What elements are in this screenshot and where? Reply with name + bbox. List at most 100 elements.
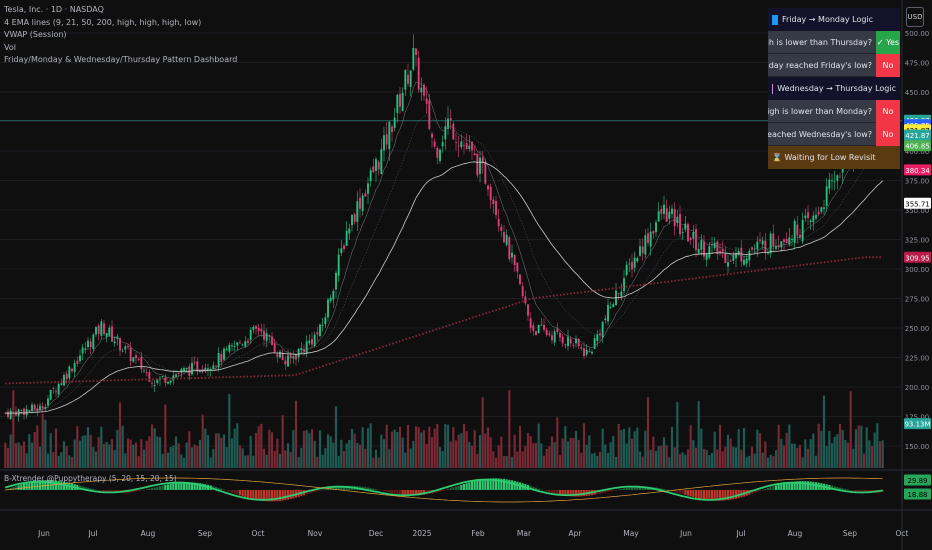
- volume-bar: [6, 448, 10, 468]
- volume-bar: [710, 452, 714, 468]
- oscillator-bar: [460, 484, 463, 490]
- candle-body: [327, 299, 329, 318]
- oscillator-bar: [750, 490, 754, 494]
- oscillator-bar: [556, 490, 559, 495]
- oscillator-bar: [694, 490, 698, 498]
- volume-bar: [289, 452, 292, 468]
- volume-bar: [262, 448, 266, 468]
- volume-bar: [57, 455, 60, 468]
- oscillator-bar: [801, 481, 804, 490]
- oscillator-bar: [598, 490, 602, 494]
- candle-body: [569, 338, 572, 344]
- oscillator-bar: [265, 490, 268, 502]
- oscillator-bar: [782, 483, 786, 490]
- volume-bar: [705, 449, 708, 468]
- candle-body: [161, 376, 164, 378]
- vol-legend[interactable]: Vol: [4, 42, 16, 52]
- volume-bar: [612, 435, 615, 468]
- oscillator-bar: [406, 490, 410, 496]
- oscillator-bar: [726, 490, 730, 501]
- oscillator-bar: [94, 489, 98, 491]
- candle-body: [583, 348, 585, 357]
- candle-body: [225, 348, 228, 350]
- dashboard-legend[interactable]: Friday/Monday & Wednesday/Thursday Patte…: [4, 55, 238, 64]
- oscillator-bar: [668, 490, 671, 491]
- volume-bar: [54, 428, 58, 468]
- volume-bar: [86, 427, 90, 468]
- volume-bar: [844, 440, 847, 468]
- candle-body: [287, 355, 289, 367]
- candle-body: [345, 230, 348, 246]
- volume-bar: [598, 451, 602, 468]
- candle-body: [175, 374, 177, 377]
- candle-body: [249, 329, 252, 341]
- oscillator-bar: [510, 480, 514, 490]
- oscillator-bar: [692, 490, 695, 498]
- volume-bar: [750, 446, 754, 468]
- volume-bar: [473, 430, 476, 468]
- volume-bar: [433, 428, 436, 468]
- time-tick-label: Feb: [471, 529, 485, 538]
- volume-bar: [356, 442, 359, 468]
- oscillator-bar: [25, 482, 28, 490]
- candle-body: [823, 207, 825, 210]
- candle-body: [665, 208, 668, 222]
- candle-body: [473, 153, 476, 156]
- oscillator-bar: [38, 480, 42, 490]
- candle-body: [817, 211, 820, 215]
- volume-bar: [633, 431, 636, 468]
- oscillator-bar: [705, 490, 708, 500]
- oscillator-bar: [228, 490, 231, 492]
- candle-body: [604, 318, 607, 321]
- volume-bar: [590, 453, 594, 468]
- volume-bar: [718, 424, 722, 468]
- candle-body: [519, 274, 521, 284]
- candle-body: [609, 306, 612, 308]
- volume-bar: [73, 439, 76, 468]
- price-tick-label: 250.00: [905, 325, 930, 333]
- candle-body: [292, 356, 295, 359]
- oscillator-bar: [172, 483, 175, 490]
- volume-bar: [217, 433, 220, 468]
- candle-body: [751, 247, 753, 250]
- oscillator-bar: [489, 478, 492, 490]
- currency-button[interactable]: USD: [906, 7, 924, 27]
- q1-label: Friday high is lower than Thursday?: [768, 31, 876, 54]
- candle-body: [447, 118, 449, 129]
- time-tick-label: Mar: [517, 529, 532, 538]
- oscillator-bar: [62, 481, 66, 490]
- volume-bar: [286, 443, 290, 468]
- candle-body: [71, 368, 73, 372]
- oscillator-bar: [364, 487, 367, 490]
- volume-bar: [108, 444, 111, 468]
- candle-body: [641, 246, 644, 254]
- oscillator-bar: [606, 490, 610, 492]
- candle-body: [799, 234, 801, 238]
- volume-bar: [580, 452, 583, 468]
- candle-body: [700, 240, 703, 250]
- vwap-legend[interactable]: VWAP (Session): [4, 30, 67, 39]
- ema-legend[interactable]: 4 EMA lines (9, 21, 50, 200, high, high,…: [4, 17, 202, 27]
- candle-body: [36, 408, 39, 412]
- volume-bar: [545, 448, 548, 468]
- volume-bar: [508, 390, 511, 468]
- symbol-title[interactable]: Tesla, Inc. · 1D · NASDAQ: [4, 5, 104, 14]
- volume-bar: [745, 457, 748, 468]
- oscillator-bar: [281, 490, 284, 501]
- volume-bar: [196, 445, 199, 468]
- volume-bar: [406, 425, 410, 468]
- candle-body: [492, 199, 495, 204]
- candle-body: [729, 260, 732, 262]
- volume-bar: [436, 423, 439, 468]
- oscillator-bar: [380, 490, 383, 491]
- candle-body: [439, 149, 441, 162]
- oscillator-bar: [758, 490, 762, 491]
- price-label-bg: [904, 140, 931, 152]
- oscillator-bar: [718, 490, 722, 501]
- volume-bar: [393, 429, 396, 468]
- indicator-legend[interactable]: B-Xtrender @Puppytherapy (5, 20, 15, 20,…: [4, 474, 177, 483]
- indicator-label: 29.89: [907, 477, 927, 485]
- oscillator-bar: [697, 490, 700, 499]
- volume-bar: [852, 448, 855, 468]
- volume-bar: [17, 442, 20, 468]
